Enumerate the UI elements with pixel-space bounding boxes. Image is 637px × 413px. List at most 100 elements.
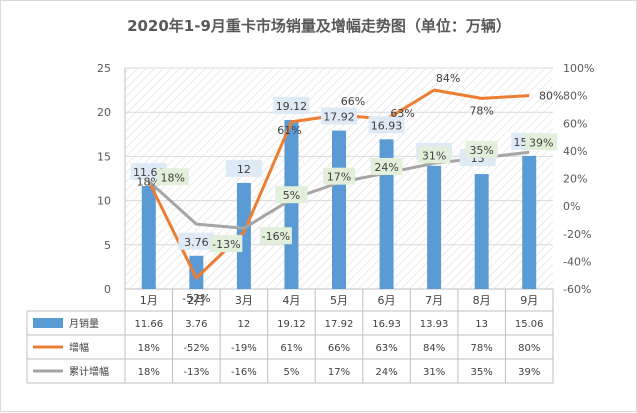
right-tick-label: -20% (563, 228, 591, 241)
cumulative-data-label: 35% (469, 144, 493, 157)
table-cell: 15.06 (515, 319, 544, 330)
growth-data-label: -52% (182, 292, 210, 305)
table-cell: 13 (475, 319, 488, 330)
cumulative-data-label-bg (210, 235, 243, 253)
left-tick-label: 20 (97, 106, 111, 119)
cumulative-data-label-bg (370, 157, 403, 175)
table-cell: -19% (231, 343, 257, 354)
table-cell: 31% (423, 367, 445, 378)
legend-key-bar (33, 318, 63, 328)
cumulative-data-label: 24% (374, 161, 398, 174)
bar-data-label: 12 (237, 163, 251, 176)
category-label: 5月 (330, 294, 348, 307)
growth-data-label: 61% (277, 124, 301, 137)
table-cell: 35% (471, 367, 493, 378)
bar (236, 182, 251, 289)
bar (474, 174, 489, 289)
table-cell: 78% (471, 343, 493, 354)
cumulative-data-label: 5% (283, 189, 300, 202)
cumulative-data-label-bg (465, 140, 498, 158)
table-cell: 61% (280, 343, 302, 354)
right-tick-label: -40% (563, 255, 591, 268)
cumulative-data-label: 39% (529, 136, 553, 149)
table-cell: 5% (284, 367, 300, 378)
table-cell: -52% (183, 343, 209, 354)
series-name: 累计增幅 (69, 365, 109, 378)
growth-data-label: 78% (469, 104, 493, 117)
table-cell: 63% (375, 343, 397, 354)
table-cell: 16.93 (372, 319, 401, 330)
bar-data-label: 3.76 (184, 236, 209, 249)
bar-data-label: 17.92 (323, 111, 355, 124)
bar-data-label: 11.66 (133, 166, 165, 179)
left-tick-label: 15 (97, 150, 111, 163)
left-tick-label: 5 (104, 239, 111, 252)
bar (427, 165, 442, 289)
right-tick-label: 40% (563, 145, 587, 158)
chart-title: 2020年1-9月重卡市场销量及增幅走势图（单位：万辆） (127, 17, 511, 35)
bar (522, 155, 537, 289)
category-label: 8月 (473, 294, 491, 307)
bar-data-label-bg (273, 96, 310, 114)
table-cell: 3.76 (185, 319, 207, 330)
growth-data-label: 80% (539, 90, 563, 103)
series-name: 增幅 (69, 341, 89, 354)
growth-data-label: 63% (390, 107, 414, 120)
cumulative-data-label-bg (323, 167, 355, 185)
table-cell: 13.93 (420, 319, 449, 330)
bar (189, 255, 204, 289)
bar (332, 130, 346, 289)
growth-data-label: 66% (341, 95, 365, 108)
table-cell: 18% (138, 367, 160, 378)
bar (141, 185, 156, 289)
right-axis: -60% -40% -20% 0% 20% 40% 60% 80% 100% (563, 62, 594, 296)
right-tick-label: 80% (563, 90, 587, 103)
bar-data-label-bg (225, 159, 262, 177)
table-cell: 18% (138, 343, 160, 354)
table-cell: 19.12 (277, 319, 306, 330)
cumulative-data-label-bg (275, 186, 308, 204)
category-label: 7月 (425, 294, 443, 307)
table-cell: 11.66 (134, 319, 163, 330)
table-cell: 17% (328, 367, 350, 378)
table-cell: 39% (518, 367, 540, 378)
category-label: 3月 (235, 294, 253, 307)
bar-data-label-bg (178, 232, 215, 250)
growth-data-label: 18% (137, 175, 161, 188)
bar (284, 119, 299, 289)
table-cell: 24% (375, 367, 397, 378)
table-cell: 80% (518, 343, 540, 354)
category-label: 6月 (378, 294, 396, 307)
cumulative-data-label-bg (418, 146, 451, 164)
growth-data-label: 84% (436, 72, 460, 85)
category-label: 9月 (520, 294, 538, 307)
cumulative-data-label: -16% (262, 230, 290, 243)
table-cell: -13% (183, 367, 209, 378)
cumulative-data-label: 17% (327, 171, 351, 184)
table-cell: 84% (423, 343, 445, 354)
table-cell: 66% (328, 343, 350, 354)
bar-data-label-bg (368, 116, 405, 134)
category-label: 4月 (282, 294, 300, 307)
left-tick-label: 10 (97, 195, 111, 208)
right-tick-label: 60% (563, 117, 587, 130)
left-tick-label: 25 (97, 62, 111, 75)
series-name: 月销量 (69, 317, 99, 330)
bar-data-label: 19.12 (276, 100, 308, 113)
bar (379, 139, 394, 289)
right-tick-label: 100% (563, 62, 594, 75)
right-tick-label: 20% (563, 173, 587, 186)
cumulative-data-label: -13% (212, 238, 240, 251)
right-tick-label: 0% (563, 200, 580, 213)
category-label: 2月 (187, 294, 205, 307)
cumulative-data-label-bg (259, 227, 292, 245)
right-tick-label: -60% (563, 283, 591, 296)
left-tick-label: 0 (104, 283, 111, 296)
cumulative-data-label-bg (156, 168, 189, 186)
bar-data-label-bg (321, 107, 357, 125)
table-cell: -16% (231, 367, 257, 378)
cumulative-data-label: 18% (161, 171, 185, 184)
